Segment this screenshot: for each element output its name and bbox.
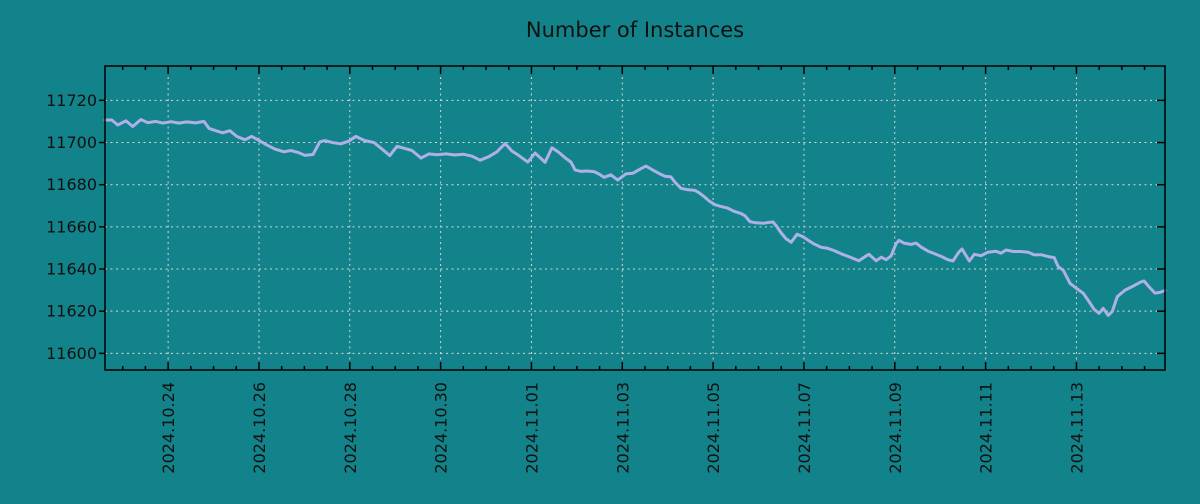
y-tick-label: 11680 — [46, 175, 97, 194]
grid-layer — [105, 66, 1165, 370]
x-tick-label: 2024.10.24 — [159, 382, 178, 474]
y-tick-label: 11640 — [46, 260, 97, 279]
plot-border — [104, 65, 1166, 371]
x-tick-label: 2024.11.05 — [704, 382, 723, 474]
y-tick-label: 11700 — [46, 133, 97, 152]
series-layer — [103, 118, 1167, 317]
x-tick-label: 2024.11.01 — [522, 382, 541, 474]
y-tick-label: 11720 — [46, 91, 97, 110]
axis-label-layer: 11600 11620 11640 11660 11680 11700 11720 2024.… — [46, 91, 1086, 474]
axis-layer — [99, 65, 1166, 371]
x-tick-label: 2024.11.09 — [886, 382, 905, 474]
x-tick-label: 2024.10.28 — [341, 382, 360, 474]
chart-title: Number of Instances — [526, 18, 744, 42]
y-tick-label: 11620 — [46, 302, 97, 321]
x-tick-label: 2024.11.03 — [613, 382, 632, 474]
series-line — [103, 118, 1167, 317]
x-tick-label: 2024.10.30 — [432, 382, 451, 474]
x-tick-label: 2024.11.13 — [1067, 382, 1086, 474]
y-tick-label: 11660 — [46, 217, 97, 236]
x-tick-label: 2024.10.26 — [250, 382, 269, 474]
x-tick-label: 2024.11.11 — [977, 382, 996, 474]
y-tick-label: 11600 — [46, 344, 97, 363]
x-tick-label: 2024.11.07 — [795, 382, 814, 474]
